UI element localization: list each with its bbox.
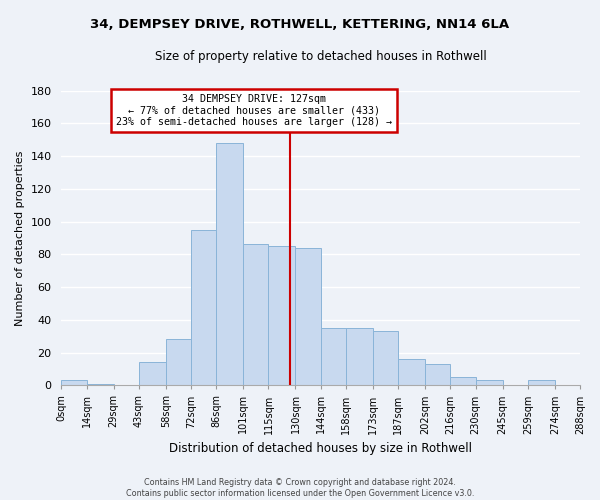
Text: Contains HM Land Registry data © Crown copyright and database right 2024.
Contai: Contains HM Land Registry data © Crown c… <box>126 478 474 498</box>
Bar <box>425 364 451 386</box>
Bar <box>295 248 321 386</box>
Text: 34 DEMPSEY DRIVE: 127sqm
← 77% of detached houses are smaller (433)
23% of semi-: 34 DEMPSEY DRIVE: 127sqm ← 77% of detach… <box>116 94 392 127</box>
Bar <box>398 359 425 386</box>
Bar <box>346 328 373 386</box>
Bar <box>139 362 166 386</box>
Bar <box>166 340 191 386</box>
Bar <box>86 384 113 386</box>
Bar <box>528 380 555 386</box>
Bar <box>476 380 503 386</box>
Bar <box>61 380 86 386</box>
Bar <box>451 377 476 386</box>
Bar <box>321 328 346 386</box>
Bar <box>191 230 216 386</box>
Bar <box>243 244 268 386</box>
Text: 34, DEMPSEY DRIVE, ROTHWELL, KETTERING, NN14 6LA: 34, DEMPSEY DRIVE, ROTHWELL, KETTERING, … <box>91 18 509 30</box>
Bar <box>216 143 243 386</box>
Bar <box>268 246 295 386</box>
Bar <box>373 331 398 386</box>
X-axis label: Distribution of detached houses by size in Rothwell: Distribution of detached houses by size … <box>169 442 472 455</box>
Title: Size of property relative to detached houses in Rothwell: Size of property relative to detached ho… <box>155 50 487 63</box>
Y-axis label: Number of detached properties: Number of detached properties <box>15 150 25 326</box>
